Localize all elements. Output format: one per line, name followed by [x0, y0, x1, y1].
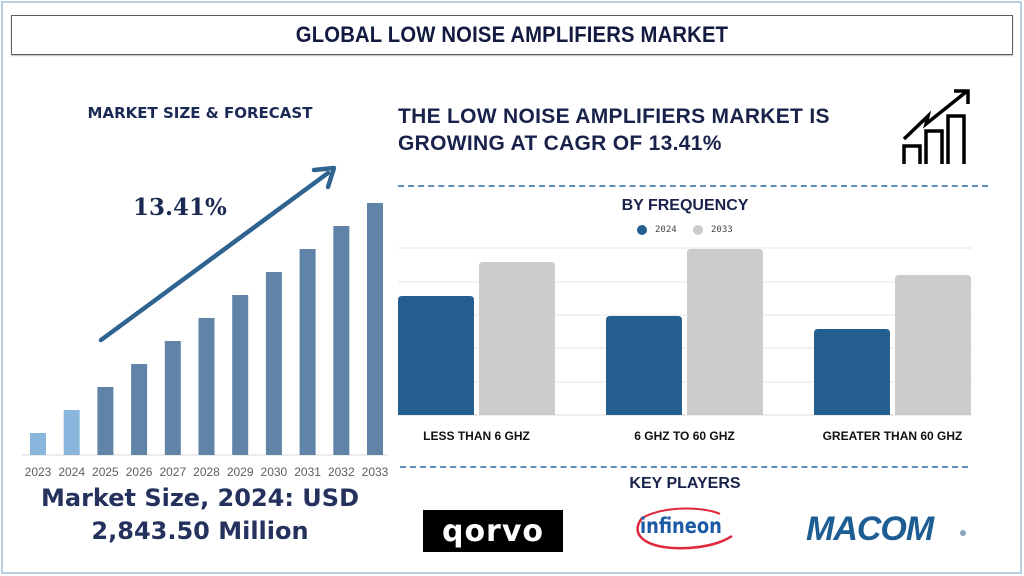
- x-label-2032: 2032: [327, 465, 355, 479]
- bar-2024-0: [398, 296, 474, 415]
- bar-2030: [265, 272, 282, 455]
- market-size-statement: Market Size, 2024: USD 2,843.50 Million: [0, 482, 400, 548]
- qorvo-logo-text: qorvo: [441, 513, 545, 549]
- page-title: GLOBAL LOW NOISE AMPLIFIERS MARKET: [295, 22, 729, 47]
- title-banner: GLOBAL LOW NOISE AMPLIFIERS MARKET: [11, 15, 1013, 55]
- market-size-line-1: Market Size, 2024: USD: [40, 484, 359, 512]
- legend-dot-2033: [693, 225, 703, 235]
- x-label-2023: 2023: [24, 465, 52, 479]
- legend-item-2024: 2024: [637, 225, 677, 235]
- legend-item-2033: 2033: [693, 225, 733, 235]
- section-divider: [398, 185, 988, 187]
- bar-2023: [30, 433, 46, 455]
- bar-2028: [198, 318, 215, 455]
- market-size-line-2: 2,843.50 Million: [91, 517, 309, 545]
- growth-line-2: GROWING AT CAGR OF 13.41%: [398, 132, 722, 155]
- bar-2033-1: [687, 249, 763, 415]
- section-divider-2: [400, 466, 968, 468]
- category-label-1: 6 GHZ TO 60 GHZ: [634, 429, 735, 443]
- bar-2024: [63, 410, 80, 455]
- key-players-title: KEY PLAYERS: [629, 475, 741, 492]
- growth-statement: THE LOW NOISE AMPLIFIERS MARKET IS GROWI…: [398, 103, 830, 157]
- registered-mark-icon: [960, 530, 966, 536]
- bar-2026: [131, 364, 148, 455]
- x-label-2027: 2027: [159, 465, 187, 479]
- growth-chart-icon: [902, 89, 970, 164]
- bar-2031: [299, 249, 316, 455]
- bar-2025: [97, 387, 114, 455]
- frequency-bars: [398, 249, 971, 415]
- growth-line-1: THE LOW NOISE AMPLIFIERS MARKET IS: [398, 105, 830, 128]
- infineon-logo-text: infineon: [640, 514, 722, 538]
- x-label-2029: 2029: [226, 465, 254, 479]
- infineon-swoosh-icon: [636, 507, 733, 550]
- trend-arrow-icon: [98, 165, 337, 343]
- category-label-2: GREATER THAN 60 GHZ: [822, 429, 963, 443]
- bar-2027: [164, 341, 181, 455]
- frequency-chart: [398, 247, 972, 416]
- x-label-2030: 2030: [260, 465, 288, 479]
- market-size-bars: [30, 203, 383, 455]
- x-label-2033: 2033: [361, 465, 389, 479]
- market-size-chart: [22, 165, 388, 456]
- x-label-2026: 2026: [125, 465, 153, 479]
- x-label-2025: 2025: [92, 465, 119, 479]
- bar-2033-2: [895, 275, 971, 415]
- bar-2032: [333, 226, 350, 455]
- market-size-heading: MARKET SIZE & FORECAST: [87, 104, 313, 122]
- legend-label-2024: 2024: [655, 225, 677, 235]
- cagr-value: 13.41%: [133, 194, 227, 221]
- bar-2029: [232, 295, 249, 455]
- x-label-2028: 2028: [193, 465, 220, 479]
- qorvo-logo: qorvo: [423, 510, 563, 552]
- frequency-chart-title: BY FREQUENCY: [621, 197, 749, 214]
- legend-label-2033: 2033: [711, 225, 733, 235]
- category-label-0: LESS THAN 6 GHZ: [423, 429, 530, 443]
- infineon-logo: infineon: [628, 506, 738, 556]
- bar-2033-0: [479, 262, 555, 415]
- legend-dot-2024: [637, 225, 647, 235]
- bar-2033: [367, 203, 383, 455]
- macom-logo: MACOM: [806, 510, 934, 548]
- bar-2024-2: [814, 329, 890, 415]
- x-label-2031: 2031: [294, 465, 321, 479]
- bar-2024-1: [606, 316, 682, 415]
- x-label-2024: 2024: [58, 465, 86, 479]
